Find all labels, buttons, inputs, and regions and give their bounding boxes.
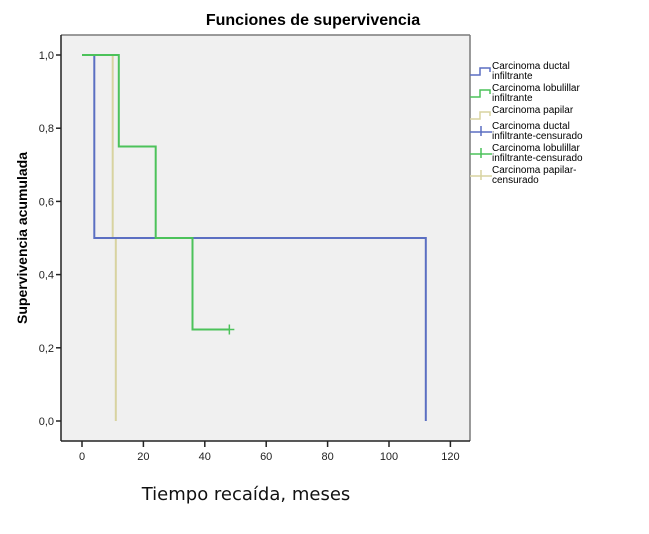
legend-item: Carcinoma lobulillar infiltrante-censurad… <box>470 144 649 164</box>
censor-cross-icon <box>470 170 492 180</box>
x-tick-label: 40 <box>199 451 211 463</box>
step-line-icon <box>470 111 491 120</box>
y-tick-label: 0,0 <box>39 416 54 428</box>
y-tick-label: 1,0 <box>39 50 54 62</box>
legend-label-line: infiltrante <box>492 71 533 82</box>
legend-label-line: Carcinoma lobulillar <box>492 83 580 94</box>
legend-item: Carcinoma papilar <box>470 106 649 120</box>
legend-label-line: censurado <box>492 175 539 186</box>
legend-label-line: Carcinoma lobulillar <box>492 143 580 154</box>
step-line-icon <box>470 67 491 76</box>
step-line-icon <box>470 89 491 98</box>
x-tick-label: 80 <box>321 451 333 463</box>
legend-item: Carcinoma papilar-censurado <box>470 166 649 186</box>
legend-label-line: infiltrante <box>492 93 533 104</box>
legend-label-line: Carcinoma ductal <box>492 61 570 72</box>
x-tick-label: 20 <box>137 451 149 463</box>
legend-label: Carcinoma papilar-censurado <box>492 166 576 186</box>
censor-cross-icon <box>470 148 492 158</box>
legend: Carcinoma ductal infiltrante Carcinoma lob… <box>470 62 649 188</box>
legend-label: Carcinoma ductal infiltrante-censurado <box>492 122 583 142</box>
x-axis-label: Tiempo recaída, meses <box>141 484 351 505</box>
legend-label: Carcinoma ductal infiltrante <box>492 62 570 82</box>
y-tick-label: 0,8 <box>39 123 54 135</box>
legend-item: Carcinoma lobulillar infiltrante <box>470 84 649 104</box>
legend-item: Carcinoma ductal infiltrante <box>470 62 649 82</box>
legend-label-line: infiltrante-censurado <box>492 153 583 164</box>
x-tick-label: 100 <box>380 451 398 463</box>
y-tick-label: 0,6 <box>39 196 54 208</box>
legend-item: Carcinoma ductal infiltrante-censurado <box>470 122 649 142</box>
legend-label: Carcinoma lobulillar infiltrante <box>492 84 580 104</box>
legend-label-line: Carcinoma papilar- <box>492 165 577 176</box>
chart-title: Funciones de supervivencia <box>205 12 421 29</box>
x-tick-label: 120 <box>441 451 459 463</box>
legend-label: Carcinoma lobulillar infiltrante-censurad… <box>492 144 583 164</box>
x-tick-label: 0 <box>79 451 85 463</box>
legend-label: Carcinoma papilar <box>492 106 573 116</box>
legend-label-line: infiltrante-censurado <box>492 131 583 142</box>
y-tick-label: 0,4 <box>39 270 54 282</box>
legend-label-line: Carcinoma ductal <box>492 121 570 132</box>
y-tick-label: 0,2 <box>39 343 54 355</box>
censor-cross-icon <box>470 126 492 136</box>
x-tick-label: 60 <box>260 451 272 463</box>
survival-curve <box>82 54 230 331</box>
legend-label-line: Carcinoma papilar <box>492 105 574 116</box>
